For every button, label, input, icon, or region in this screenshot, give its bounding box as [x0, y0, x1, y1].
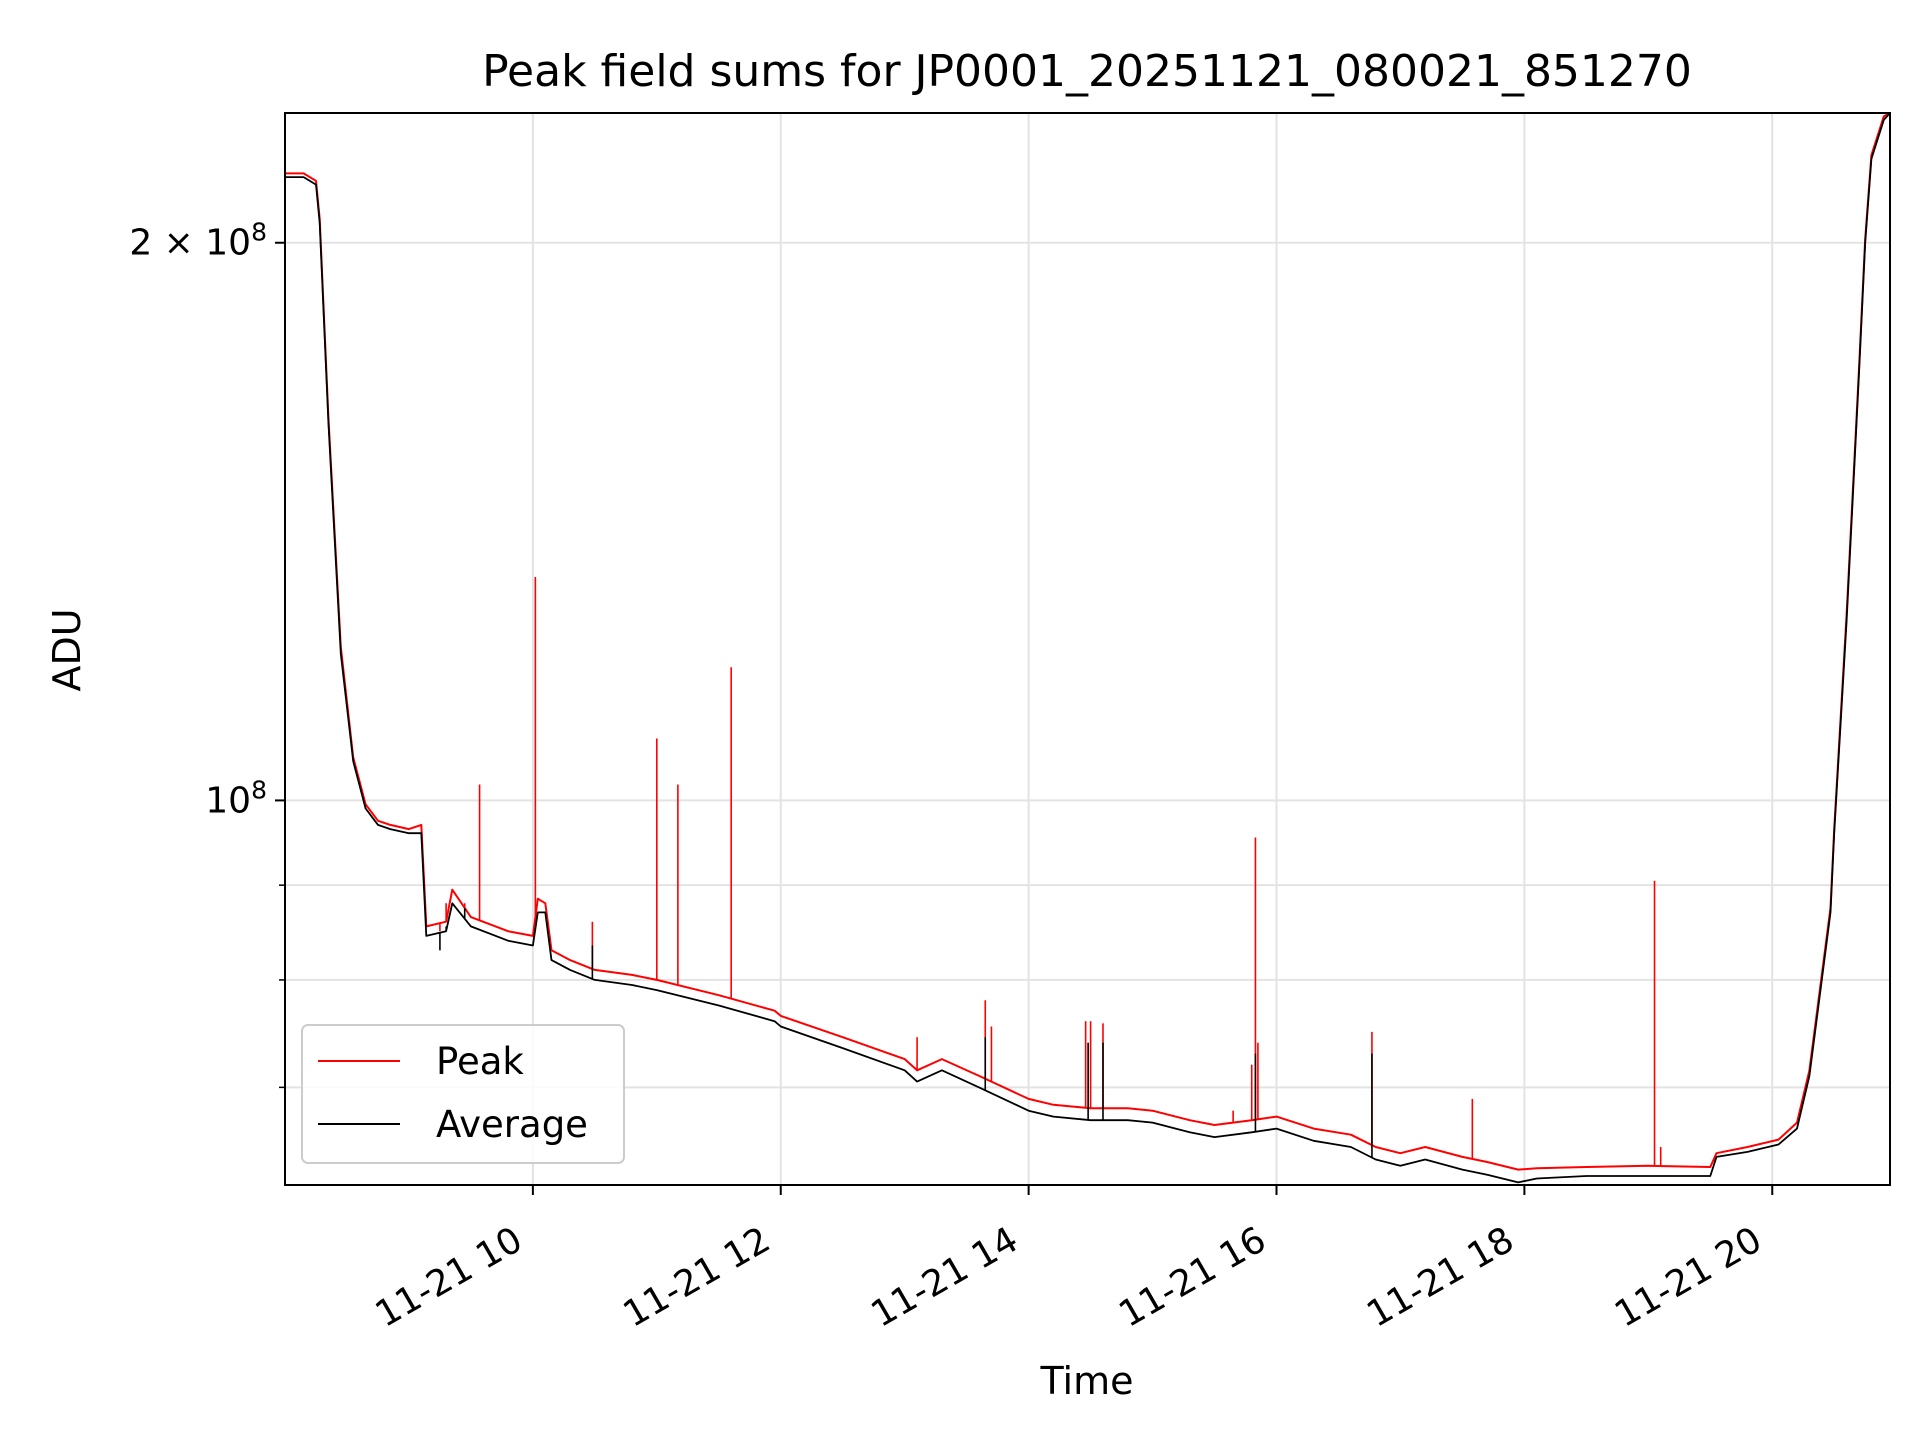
axes-frame	[284, 112, 1891, 1186]
chart-title: Peak field sums for JP0001_20251121_0800…	[482, 46, 1692, 97]
legend: Peak Average	[301, 1024, 625, 1164]
y-tick-label: 108	[205, 775, 267, 821]
y-tick-exponent: 8	[251, 775, 267, 804]
legend-average-label: Average	[436, 1103, 588, 1146]
y-axis-title: ADU	[45, 608, 89, 691]
y-tick-base: 10	[205, 780, 251, 821]
y-tick-base: 10	[205, 223, 251, 264]
legend-peak-label: Peak	[436, 1040, 524, 1083]
y-tick-label: 2 × 108	[129, 218, 267, 264]
legend-box	[301, 1024, 625, 1164]
y-tick-prefix: 2 ×	[129, 223, 205, 264]
average-series-line	[285, 112, 1891, 1184]
y-tick-exponent: 8	[251, 218, 267, 247]
x-axis-title: Time	[1040, 1359, 1134, 1403]
plot-area	[285, 112, 1891, 1184]
